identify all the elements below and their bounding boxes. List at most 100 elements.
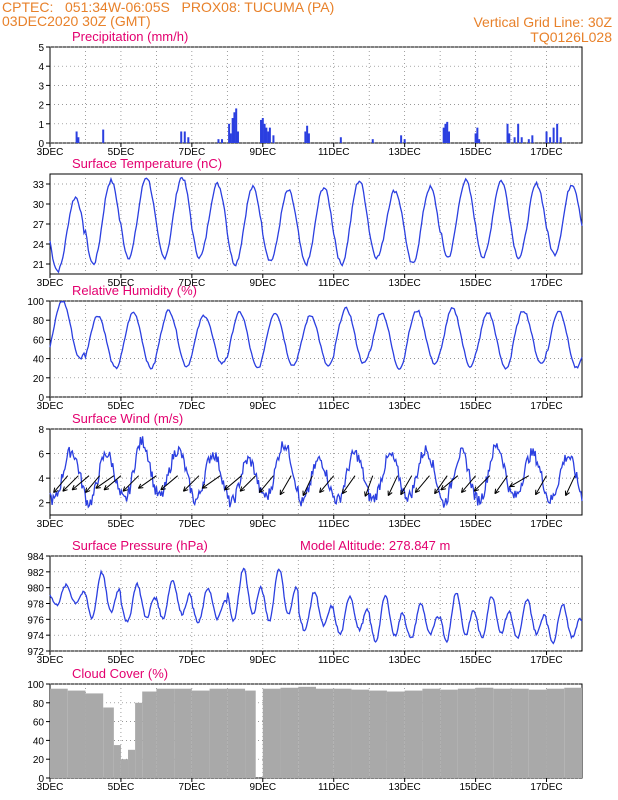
wind-vector bbox=[302, 475, 313, 496]
cloud-xtick-label: 17DEC bbox=[530, 782, 562, 793]
wind-vector bbox=[473, 475, 491, 492]
rh-xtick-label: 11DEC bbox=[318, 401, 350, 412]
wind-vector bbox=[509, 475, 530, 488]
pressure-xtick-label: 3DEC bbox=[37, 655, 64, 666]
cloud-bar bbox=[262, 688, 281, 778]
precip-ytick-label: 1 bbox=[38, 120, 44, 131]
precip-ytick-label: 0 bbox=[38, 139, 44, 150]
wind-series-line bbox=[49, 436, 583, 509]
cloud-bar bbox=[67, 690, 86, 778]
wind-vector-head bbox=[201, 483, 208, 489]
pressure-ytick-label: 984 bbox=[27, 552, 44, 563]
cloud-xtick-label: 7DEC bbox=[179, 782, 206, 793]
precip-bar bbox=[183, 131, 186, 143]
precip-bar bbox=[478, 139, 481, 143]
wind-frame bbox=[49, 428, 583, 516]
cloud-bar bbox=[457, 688, 476, 778]
wind-xtick-label: 3DEC bbox=[37, 519, 64, 530]
wind-vector bbox=[201, 475, 221, 489]
cloud-bar bbox=[511, 688, 529, 778]
rh-series-line bbox=[49, 300, 583, 370]
precip-xtick-label: 11DEC bbox=[318, 147, 350, 158]
precip-bar bbox=[221, 139, 224, 143]
header-location: CPTEC: 051:34W-06:05S PROX08: TUCUMA (PA… bbox=[2, 0, 335, 15]
precip-bar bbox=[263, 123, 266, 143]
cloud-bar bbox=[386, 691, 405, 778]
wind-vector-head bbox=[460, 487, 467, 493]
precip-bar bbox=[517, 123, 520, 143]
precip-bar bbox=[236, 131, 239, 143]
precip-bar bbox=[187, 137, 190, 143]
precip-bar bbox=[231, 118, 234, 143]
wind-vector bbox=[400, 475, 413, 495]
precip-bar bbox=[552, 127, 555, 143]
precip-bar bbox=[559, 137, 562, 143]
precip-ytick-label: 2 bbox=[38, 101, 44, 112]
precip-bar bbox=[306, 125, 309, 143]
rh-xtick-label: 9DEC bbox=[249, 401, 276, 412]
cloud-bar bbox=[209, 688, 228, 778]
wind-vector bbox=[414, 475, 430, 493]
rh-title: Relative Humidity (%) bbox=[72, 283, 197, 298]
precip-xtick-label: 13DEC bbox=[389, 147, 421, 158]
cloud-xtick-label: 15DEC bbox=[459, 782, 491, 793]
cloud-ytick-label: 0 bbox=[38, 774, 44, 785]
wind-vector-head bbox=[182, 486, 189, 492]
cloud-bar bbox=[50, 688, 68, 778]
precip-xtick-label: 15DEC bbox=[459, 147, 491, 158]
wind-xtick-label: 11DEC bbox=[318, 519, 350, 530]
cloud-bar bbox=[404, 690, 423, 778]
pressure-xtick-label: 17DEC bbox=[530, 655, 562, 666]
header-datetime: 03DEC2020 30Z (GMT) bbox=[2, 13, 151, 29]
wind-vector bbox=[103, 475, 122, 491]
precip-xtick-label: 17DEC bbox=[530, 147, 562, 158]
precip-bar bbox=[233, 112, 236, 143]
precip-bar bbox=[267, 131, 270, 143]
wind-xtick-label: 9DEC bbox=[249, 519, 276, 530]
pressure-title: Surface Pressure (hPa) bbox=[72, 538, 208, 553]
precip-bar bbox=[102, 129, 105, 143]
wind-xtick-label: 7DEC bbox=[179, 519, 206, 530]
precip-bar bbox=[272, 135, 275, 143]
precip-bar bbox=[508, 133, 511, 143]
precip-bar bbox=[180, 131, 183, 143]
rh-ytick-label: 40 bbox=[33, 355, 45, 366]
cloud-ytick-label: 100 bbox=[27, 680, 44, 691]
wind-vector-head bbox=[224, 485, 230, 491]
temp-xtick-label: 5DEC bbox=[108, 278, 135, 289]
precip-bar bbox=[307, 133, 310, 143]
rh-frame bbox=[49, 300, 583, 398]
rh-ytick-label: 0 bbox=[38, 393, 44, 404]
cloud-bar bbox=[493, 688, 512, 778]
pressure-ytick-label: 976 bbox=[27, 615, 44, 626]
wind-vector bbox=[62, 475, 79, 492]
precip-bar bbox=[448, 131, 450, 143]
pressure-ytick-label: 978 bbox=[27, 600, 44, 611]
wind-vector-head bbox=[302, 490, 308, 497]
precip-bar bbox=[229, 133, 232, 143]
precip-bar bbox=[531, 135, 534, 143]
temp-series-line bbox=[49, 176, 583, 274]
wind-vector bbox=[224, 475, 242, 491]
temp-ytick-label: 30 bbox=[33, 200, 45, 211]
wind-vector bbox=[440, 475, 459, 491]
cloud-bar bbox=[564, 687, 582, 778]
pressure-xtick-label: 11DEC bbox=[318, 655, 350, 666]
wind-vector-head bbox=[414, 487, 421, 493]
wind-ytick-label: 6 bbox=[38, 450, 44, 461]
wind-vector-head bbox=[258, 487, 265, 493]
cloud-bar bbox=[528, 689, 547, 778]
precip-bar bbox=[506, 123, 509, 143]
precip-bar bbox=[268, 127, 271, 143]
temp-ytick-label: 24 bbox=[33, 240, 45, 251]
precip-ytick-label: 3 bbox=[38, 81, 44, 92]
wind-vector-head bbox=[564, 490, 570, 497]
wind-vector-head bbox=[434, 488, 440, 495]
cloud-bar bbox=[422, 688, 441, 778]
rh-ytick-label: 60 bbox=[33, 335, 45, 346]
wind-xtick-label: 5DEC bbox=[108, 519, 135, 530]
temp-xtick-label: 3DEC bbox=[37, 278, 64, 289]
precip-bar bbox=[75, 131, 78, 143]
wind-vector bbox=[71, 475, 90, 491]
precip-bar bbox=[513, 137, 516, 143]
